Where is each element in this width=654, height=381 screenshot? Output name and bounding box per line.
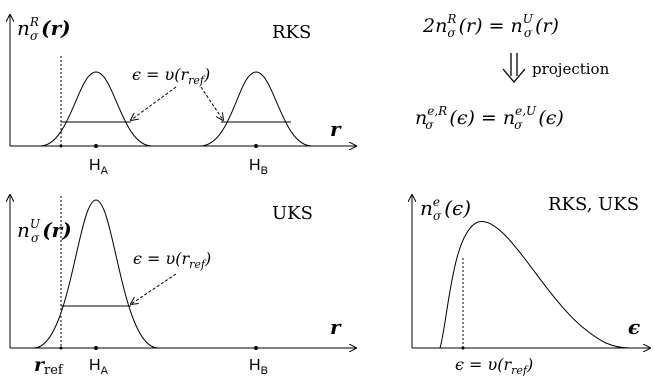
bottom-left-tag: UKS [272, 203, 313, 224]
bottom-right-ref-dot [461, 346, 465, 350]
top-left-ref-dot [59, 144, 63, 148]
equation-energy-space: ne,R σ (ϵ) = ne,U σ (ϵ) [415, 104, 564, 132]
top-left-annotation: ϵ = υ(rref) [132, 65, 210, 87]
bottom-left-hb-dot [254, 346, 258, 350]
projection-label: projection [532, 60, 610, 78]
equation-real-space: 2nR σ (r) = nU σ (r) [422, 12, 559, 40]
double-down-arrow-icon [502, 53, 526, 84]
top-left-tag: RKS [272, 22, 311, 43]
top-left-hb-dot [254, 144, 258, 148]
bottom-left-density-curve [10, 199, 340, 349]
bottom-left-x-label: r [330, 315, 342, 339]
bottom-left-ref-dot [59, 346, 63, 350]
bottom-left-tick-hb: HB [249, 357, 268, 376]
bottom-right-y-label: ne σ (ϵ) [420, 195, 471, 223]
bottom-right-annotation: ϵ = υ(rref) [455, 355, 533, 376]
bottom-left-panel: nU σ (r) UKS ϵ = υ(rref) r rref HA HB [10, 195, 356, 378]
bottom-left-annotation: ϵ = υ(rref) [133, 249, 211, 271]
bottom-left-annotation-arrow [131, 273, 177, 304]
bottom-right-tag: RKS, UKS [548, 194, 639, 215]
top-left-panel: nR σ (r) RKS ϵ = υ(rref) r HA HB [10, 15, 356, 177]
top-left-tick-ha: HA [89, 157, 109, 177]
top-left-ha-dot [94, 144, 98, 148]
top-left-x-label: r [330, 117, 342, 141]
bottom-left-y-label: nU σ (r) [17, 217, 72, 245]
bottom-right-density-curve [439, 221, 631, 349]
bottom-left-tick-ha: HA [89, 357, 109, 376]
top-left-annotation-arrow-1 [131, 86, 177, 120]
top-left-tick-hb: HB [249, 157, 268, 177]
bottom-right-panel: ne σ (ϵ) RKS, UKS ϵ ϵ = υ(rref) [412, 194, 650, 377]
top-left-y-label: nR σ (r) [17, 15, 71, 43]
top-left-density-curve [10, 71, 340, 147]
top-right-equations: 2nR σ (r) = nU σ (r) projection ne,R σ (ϵ) = n… [415, 12, 610, 132]
bottom-left-ha-dot [94, 346, 98, 350]
bottom-right-x-label: ϵ [628, 315, 640, 339]
bottom-left-ref-label: rref [34, 354, 64, 376]
top-left-annotation-arrow-2 [200, 86, 223, 120]
